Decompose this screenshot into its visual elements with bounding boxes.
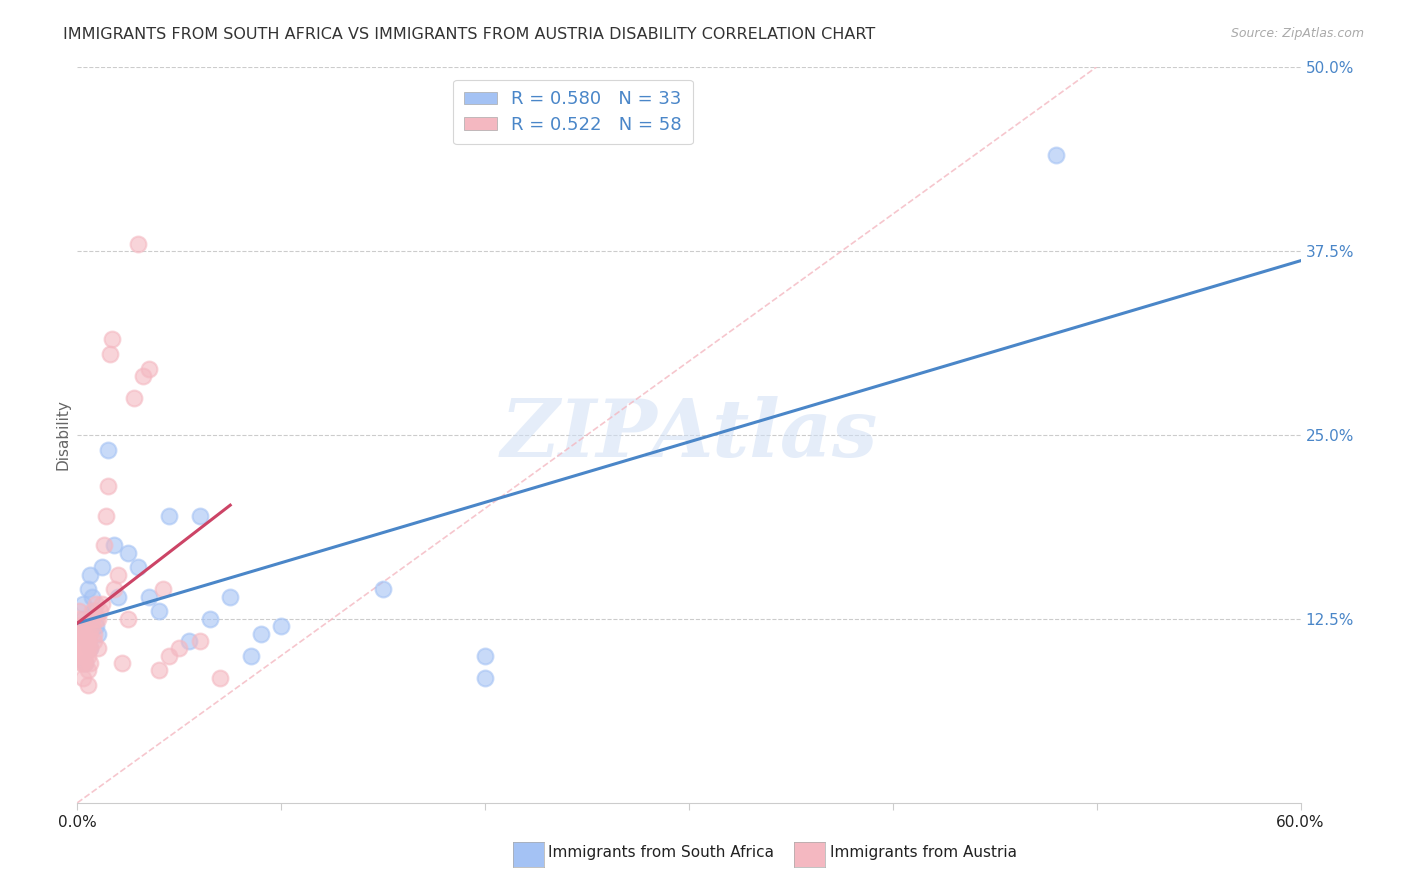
Point <box>127 560 149 574</box>
Point <box>188 508 211 523</box>
Point <box>103 538 125 552</box>
Point <box>117 545 139 560</box>
Point <box>76 641 98 656</box>
Point <box>79 626 101 640</box>
Point <box>80 619 103 633</box>
Point <box>67 612 90 626</box>
Text: ZIPAtlas: ZIPAtlas <box>501 396 877 474</box>
Point <box>76 648 98 663</box>
Point <box>75 656 97 670</box>
Point <box>97 442 120 457</box>
Point <box>80 612 103 626</box>
Point <box>90 597 112 611</box>
Point <box>107 590 129 604</box>
Point <box>72 656 94 670</box>
Point <box>127 236 149 251</box>
Point <box>75 648 97 663</box>
Point <box>72 612 94 626</box>
Point <box>84 612 107 626</box>
Point <box>169 641 191 656</box>
Point <box>93 538 115 552</box>
Point <box>198 612 221 626</box>
Point <box>208 671 231 685</box>
Point <box>250 626 273 640</box>
Point <box>76 664 98 678</box>
Point <box>239 648 262 663</box>
Point <box>70 656 93 670</box>
Point <box>87 612 110 626</box>
Point <box>87 641 110 656</box>
Point <box>79 656 101 670</box>
Point <box>83 633 105 648</box>
Point <box>80 590 103 604</box>
Point <box>97 479 120 493</box>
Text: IMMIGRANTS FROM SOUTH AFRICA VS IMMIGRANTS FROM AUSTRIA DISABILITY CORRELATION C: IMMIGRANTS FROM SOUTH AFRICA VS IMMIGRAN… <box>63 27 876 42</box>
Point <box>76 626 98 640</box>
Point <box>101 332 124 346</box>
Point <box>67 619 90 633</box>
Point <box>270 619 292 633</box>
Point <box>72 597 94 611</box>
Point <box>75 626 97 640</box>
Point <box>98 347 121 361</box>
Point <box>84 597 107 611</box>
Point <box>70 648 93 663</box>
Point <box>83 626 105 640</box>
Y-axis label: Disability: Disability <box>55 400 70 470</box>
Point <box>152 582 174 597</box>
Point <box>111 656 134 670</box>
Point <box>79 641 101 656</box>
Point <box>103 582 125 597</box>
Point <box>76 633 98 648</box>
Point <box>70 626 93 640</box>
Point <box>70 626 93 640</box>
Point <box>70 641 93 656</box>
Point <box>67 619 90 633</box>
Point <box>72 619 94 633</box>
Point <box>371 582 394 597</box>
Point <box>84 619 107 633</box>
Point <box>67 648 90 663</box>
Text: Immigrants from Austria: Immigrants from Austria <box>830 846 1017 860</box>
Point <box>75 656 97 670</box>
Point <box>67 605 90 619</box>
Text: Source: ZipAtlas.com: Source: ZipAtlas.com <box>1230 27 1364 40</box>
Point <box>148 664 170 678</box>
Point <box>90 560 112 574</box>
Point <box>124 391 146 405</box>
Point <box>79 641 101 656</box>
Point <box>79 567 101 582</box>
Point <box>76 582 98 597</box>
Point <box>75 641 97 656</box>
Point <box>474 648 496 663</box>
Point <box>157 508 180 523</box>
Point <box>67 633 90 648</box>
Point <box>179 633 201 648</box>
Point <box>138 361 160 376</box>
Point <box>138 590 160 604</box>
Point <box>94 508 117 523</box>
Point <box>76 678 98 692</box>
Point <box>157 648 180 663</box>
Point <box>67 626 90 640</box>
Point <box>72 671 94 685</box>
Point <box>80 605 103 619</box>
Point <box>107 567 129 582</box>
Point <box>72 641 94 656</box>
Point <box>1045 148 1067 162</box>
Point <box>76 633 98 648</box>
Point <box>83 605 105 619</box>
Point <box>474 671 496 685</box>
Point <box>148 605 170 619</box>
Point <box>188 633 211 648</box>
Point <box>131 369 153 384</box>
Point <box>117 612 139 626</box>
Point <box>89 605 111 619</box>
Text: Immigrants from South Africa: Immigrants from South Africa <box>548 846 775 860</box>
Point <box>219 590 242 604</box>
Point <box>87 626 110 640</box>
Point <box>70 633 93 648</box>
Legend: R = 0.580   N = 33, R = 0.522   N = 58: R = 0.580 N = 33, R = 0.522 N = 58 <box>453 79 693 145</box>
